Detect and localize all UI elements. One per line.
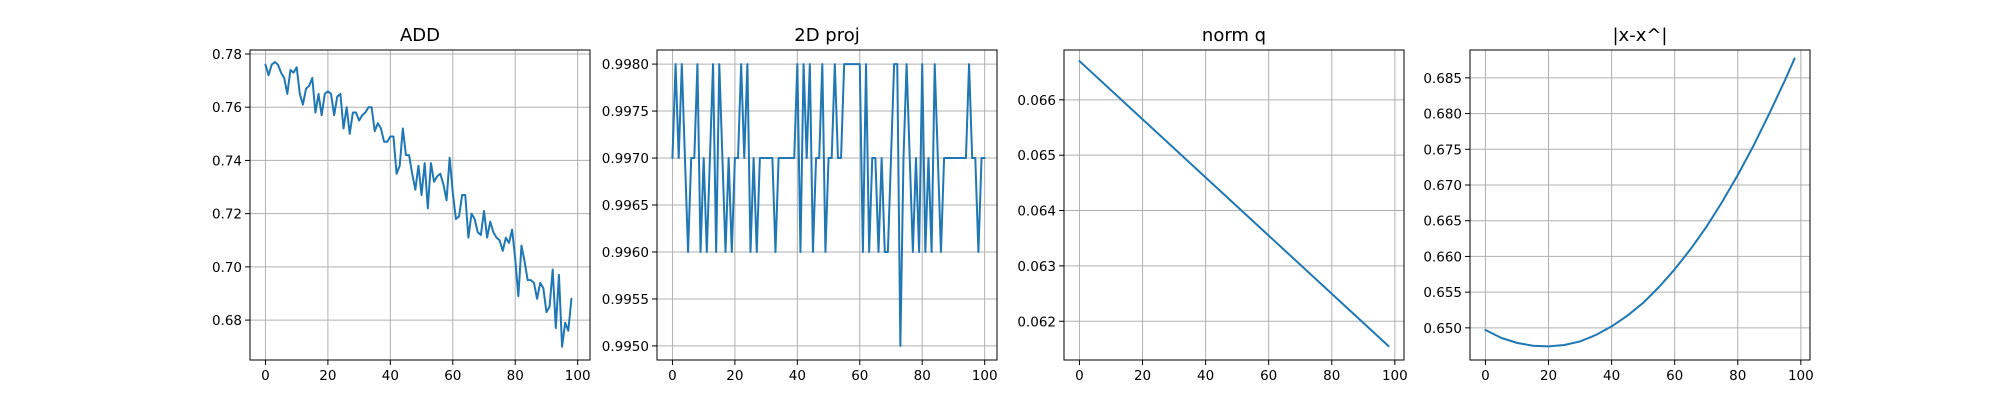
x-tick-label: 40	[1197, 368, 1214, 384]
y-tick-label: 0.74	[212, 153, 242, 169]
x-tick-label: 20	[319, 368, 336, 384]
axes-frame	[1063, 49, 1405, 361]
subplot-title: |x-x^|	[1612, 25, 1667, 46]
y-tick-label: 0.670	[1423, 178, 1462, 194]
subplot-2d-proj: 2D proj 0 20 40 60 80 100 0.9950 0.9955 0.9960 0.…	[602, 25, 998, 384]
x-tick-label: 40	[1603, 368, 1620, 384]
x-tick-label: 0	[261, 368, 270, 384]
y-tick-label: 0.680	[1423, 107, 1462, 123]
y-tick-label: 0.660	[1423, 249, 1462, 265]
x-tick-label: 40	[789, 368, 806, 384]
y-tick-label: 0.9980	[602, 57, 649, 73]
y-tick-label: 0.650	[1423, 321, 1462, 337]
axes-frame	[1469, 49, 1811, 361]
x-tick-label: 20	[726, 368, 743, 384]
series-line	[264, 60, 573, 348]
series-line	[1484, 57, 1796, 348]
y-tick-label: 0.78	[212, 47, 242, 63]
x-tick-label: 100	[565, 368, 591, 384]
series-line	[671, 63, 986, 347]
y-tick-label: 0.9960	[602, 245, 649, 261]
y-tick-label: 0.70	[212, 260, 242, 276]
y-tick-label: 0.065	[1017, 148, 1056, 164]
subplot-title: norm q	[1202, 25, 1266, 46]
subplot-title: 2D proj	[794, 25, 859, 46]
axes-frame	[249, 49, 591, 361]
x-tick-label: 80	[914, 368, 931, 384]
x-tick-label: 100	[1382, 368, 1408, 384]
y-tick-label: 0.665	[1423, 214, 1462, 230]
y-tick-label: 0.062	[1017, 314, 1056, 330]
x-tick-label: 0	[668, 368, 677, 384]
x-tick-label: 40	[382, 368, 399, 384]
x-tick-label: 60	[444, 368, 461, 384]
y-tick-label: 0.72	[212, 207, 242, 223]
y-tick-label: 0.066	[1017, 93, 1056, 109]
x-tick-label: 80	[507, 368, 524, 384]
x-tick-label: 100	[972, 368, 998, 384]
x-tick-label: 60	[1666, 368, 1683, 384]
x-tick-label: 0	[1481, 368, 1490, 384]
subplot-title: ADD	[400, 25, 440, 46]
y-tick-label: 0.9970	[602, 151, 649, 167]
x-tick-label: 20	[1134, 368, 1151, 384]
subplot-x-error: |x-x^| 0 20 40 60 80 100 0.650 0.655 0.660 0.665 0…	[1423, 25, 1813, 384]
y-tick-label: 0.9950	[602, 339, 649, 355]
x-tick-label: 20	[1540, 368, 1557, 384]
series-line	[1078, 60, 1390, 348]
subplot-norm-q: norm q 0 20 40 60 80 100 0.062 0.063 0.064 0.065 0…	[1017, 25, 1407, 384]
x-tick-label: 100	[1788, 368, 1814, 384]
y-tick-label: 0.68	[212, 313, 242, 329]
subplot-add: ADD 0 20 40 60 80 100 0.68 0.70 0.72 0.74 0.76 0.78	[212, 25, 591, 384]
y-tick-label: 0.9975	[602, 104, 649, 120]
y-tick-label: 0.9965	[602, 198, 649, 214]
y-tick-label: 0.655	[1423, 285, 1462, 301]
x-tick-label: 80	[1729, 368, 1746, 384]
x-tick-label: 80	[1323, 368, 1340, 384]
x-tick-label: 0	[1075, 368, 1084, 384]
y-tick-label: 0.675	[1423, 142, 1462, 158]
y-tick-label: 0.76	[212, 100, 242, 116]
x-tick-label: 60	[851, 368, 868, 384]
x-tick-label: 60	[1260, 368, 1277, 384]
y-tick-label: 0.9955	[602, 292, 649, 308]
y-tick-label: 0.064	[1017, 204, 1056, 220]
y-tick-label: 0.063	[1017, 259, 1056, 275]
y-tick-label: 0.685	[1423, 71, 1462, 87]
